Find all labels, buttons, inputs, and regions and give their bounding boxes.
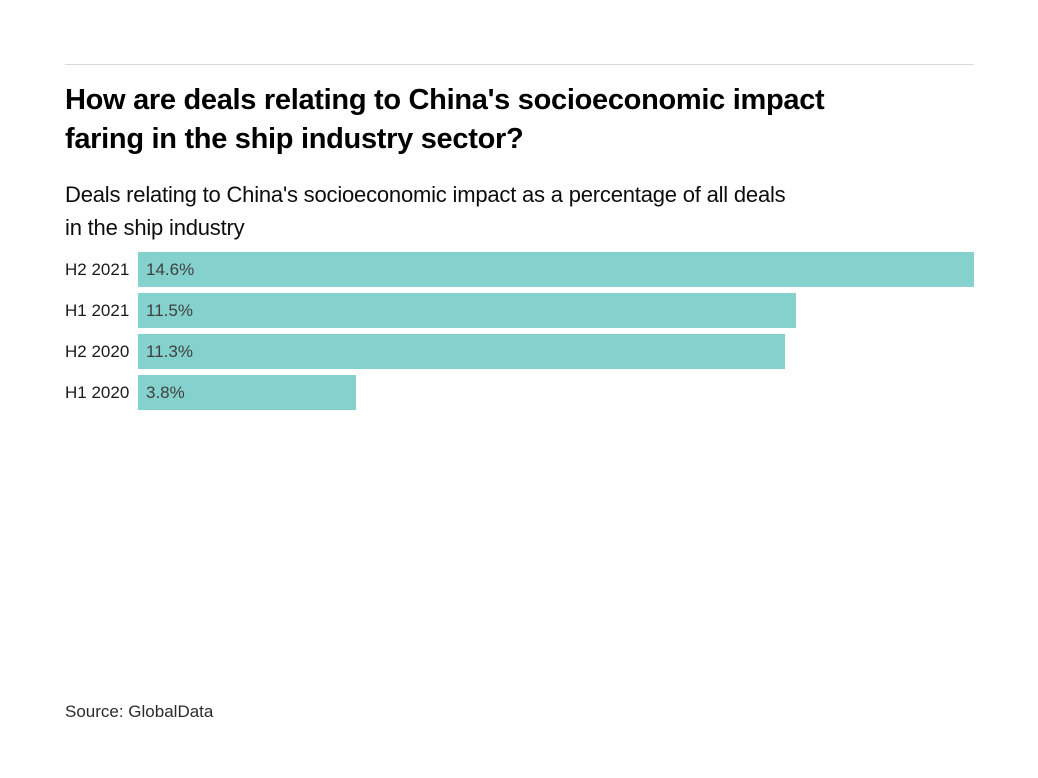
header-divider — [65, 64, 974, 65]
bar-row: H1 2021 11.5% — [65, 293, 974, 329]
category-label: H1 2020 — [65, 382, 130, 402]
bar: 11.5% — [138, 293, 797, 329]
category-label: H2 2021 — [65, 259, 130, 279]
bar: 3.8% — [138, 375, 356, 411]
chart-title-line-1: How are deals relating to China's socioe… — [65, 84, 825, 116]
bar-row: H2 2021 14.6% — [65, 252, 974, 288]
category-label: H2 2020 — [65, 341, 130, 361]
bar-chart: H2 2021 14.6% H1 2021 11.5% H2 2020 11.3% H1 2… — [65, 252, 974, 411]
bar: 11.3% — [138, 334, 786, 370]
chart-title: How are deals relating to China's socioe… — [65, 81, 974, 159]
bar-rows: H2 2021 14.6% H1 2021 11.5% H2 2020 11.3% H1 2… — [65, 252, 974, 411]
bar-value-label: 11.5% — [146, 300, 193, 320]
chart-subtitle-line-1: Deals relating to China's socioeconomic … — [65, 182, 786, 208]
bar-track: 11.5% — [138, 293, 974, 329]
chart-subtitle-line-2: in the ship industry — [65, 215, 245, 241]
bar: 14.6% — [138, 252, 974, 288]
source-credit: Source: GlobalData — [65, 702, 214, 722]
bar-value-label: 3.8% — [146, 382, 185, 402]
bar-track: 3.8% — [138, 375, 974, 411]
chart-content: How are deals relating to China's socioe… — [65, 64, 974, 722]
bar-row: H2 2020 11.3% — [65, 334, 974, 370]
chart-subtitle: Deals relating to China's socioeconomic … — [65, 178, 974, 244]
bar-track: 14.6% — [138, 252, 974, 288]
bar-row: H1 2020 3.8% — [65, 375, 974, 411]
bar-value-label: 11.3% — [146, 341, 193, 361]
category-label: H1 2021 — [65, 300, 130, 320]
chart-title-line-2: faring in the ship industry sector? — [65, 123, 524, 155]
bar-track: 11.3% — [138, 334, 974, 370]
bar-value-label: 14.6% — [146, 259, 195, 279]
